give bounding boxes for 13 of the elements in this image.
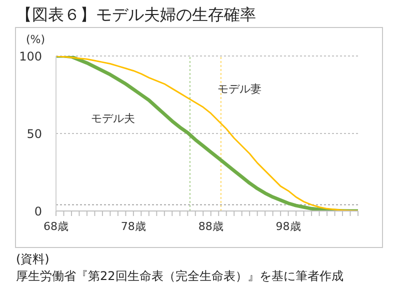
text: 厚生労働省『第22回生命表（完全生命表）』を基に筆者作成 <box>16 268 344 285</box>
x-tick-label: 88歳 <box>198 220 224 233</box>
y-tick-label: 50 <box>26 126 42 141</box>
x-tick-label: 68歳 <box>44 220 68 233</box>
text: (資料) <box>16 251 50 268</box>
x-tick-label: 98歳 <box>276 220 301 233</box>
series-label: モデル妻 <box>217 82 262 96</box>
y-tick-label: 100 <box>19 49 42 64</box>
series-label: モデル夫 <box>90 112 135 126</box>
chart-title: 【図表６】モデル夫婦の生存確率 <box>16 5 256 26</box>
y-tick-label: 0 <box>34 204 42 218</box>
x-tick-label: 78歳 <box>120 220 146 233</box>
y-axis-title: (%) <box>26 33 46 46</box>
